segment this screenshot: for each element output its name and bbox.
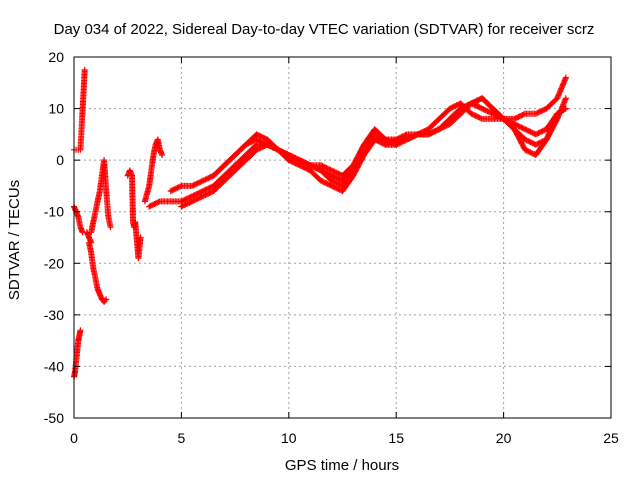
x-tick-label: 5	[178, 430, 186, 446]
data-markers	[71, 66, 569, 380]
series-islands	[124, 167, 144, 262]
point-markers	[146, 95, 569, 210]
series-descent	[86, 239, 110, 305]
y-tick-label: 20	[48, 49, 64, 65]
x-axis-label: GPS time / hours	[285, 457, 399, 474]
x-tick-label: 20	[496, 430, 512, 446]
point-markers	[88, 157, 114, 236]
series-track-d	[178, 100, 561, 210]
y-tick-label: 0	[56, 152, 64, 168]
y-tick-label: -40	[44, 358, 64, 374]
series-spike-b	[83, 229, 95, 246]
y-tick-label: -30	[44, 307, 64, 323]
series-spike-a	[88, 157, 114, 236]
y-tick-label: -10	[44, 204, 64, 220]
series-early-mid	[71, 203, 86, 236]
x-tick-label: 10	[281, 430, 297, 446]
y-tick-label: 10	[48, 101, 64, 117]
series-track-c	[146, 95, 569, 210]
series-early-low	[71, 327, 84, 380]
point-markers	[71, 203, 86, 236]
y-tick-label: -20	[44, 255, 64, 271]
x-tick-label: 25	[603, 430, 619, 446]
point-markers	[178, 100, 561, 210]
point-markers	[83, 229, 95, 246]
y-axis-label: SDTVAR / TECUs	[6, 180, 23, 300]
axis-ticks: 0 5 10 15 20 25 -50 -40 -30 -20 -10 0 10 20	[44, 49, 619, 446]
point-markers	[124, 167, 144, 262]
grid-lines	[74, 57, 611, 418]
point-markers	[141, 136, 166, 205]
point-markers	[71, 327, 84, 380]
x-tick-label: 15	[388, 430, 404, 446]
chart-title: Day 034 of 2022, Sidereal Day-to-day VTE…	[54, 21, 595, 38]
series-hump	[141, 136, 166, 205]
y-tick-label: -50	[44, 410, 64, 426]
x-tick-label: 0	[70, 430, 78, 446]
plot-frame	[73, 56, 612, 419]
point-markers	[86, 239, 110, 305]
